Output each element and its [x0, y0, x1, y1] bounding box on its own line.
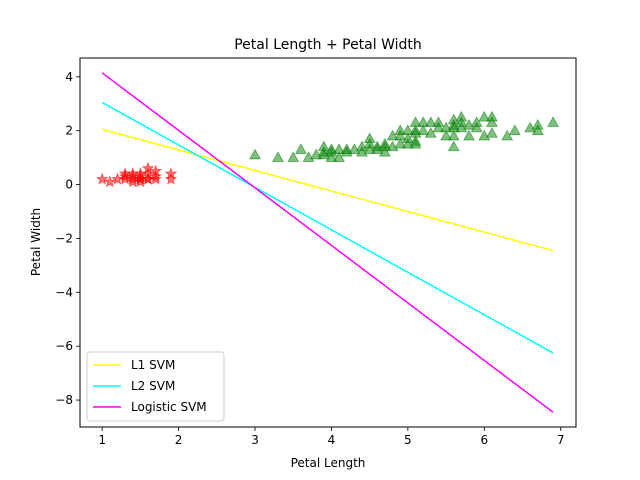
scatter-point-triangle: [432, 116, 445, 127]
scatter-point-triangle: [547, 116, 559, 127]
scatter-point-triangle: [417, 124, 430, 135]
scatter-point-triangle: [363, 132, 376, 144]
scatter-point-triangle: [287, 151, 300, 162]
scatter-point-triangle: [409, 137, 422, 149]
scatter-point-triangle: [294, 143, 307, 154]
scatter-point-star: [126, 167, 140, 180]
scatter-point-triangle: [325, 143, 338, 154]
scatter-point-triangle: [386, 129, 399, 141]
scatter-point-triangle: [455, 110, 468, 122]
scatter-point-star: [95, 172, 109, 185]
scatter-point-triangle: [394, 129, 407, 141]
legend-label: Logistic SVM: [131, 400, 207, 414]
scatter-point-triangle: [447, 140, 460, 152]
y-tick-label: −4: [55, 285, 73, 299]
scatter-point-triangle: [486, 127, 498, 138]
x-axis-label: Petal Length: [291, 456, 366, 470]
scatter-point-triangle: [340, 143, 353, 154]
scatter-point-triangle: [531, 124, 544, 135]
legend-label: L2 SVM: [131, 379, 175, 393]
series-line: [101, 72, 554, 413]
scatter-point-triangle: [379, 137, 391, 149]
y-axis-label: Petal Width: [29, 208, 43, 276]
chart-title: Petal Length + Petal Width: [234, 37, 422, 53]
scatter-point-triangle: [463, 129, 475, 141]
legend-box: [86, 351, 225, 422]
y-tick-label: 2: [65, 124, 73, 138]
scatter-point-triangle: [486, 110, 498, 122]
scatter-point-triangle: [401, 124, 414, 135]
scatter-point-triangle: [447, 129, 460, 141]
scatter-point-triangle: [409, 116, 422, 127]
scatter-point-triangle: [417, 116, 430, 127]
x-tick-label: 1: [98, 433, 106, 447]
y-tick-label: −2: [55, 231, 73, 245]
scatter-point-star: [103, 175, 117, 188]
scatter-point-triangle: [394, 137, 407, 149]
x-tick-label: 5: [404, 433, 412, 447]
scatter-point-triangle: [501, 129, 514, 141]
scatter-point-star: [164, 167, 178, 180]
legend-label: L1 SVM: [131, 358, 175, 372]
scatter-point-triangle: [394, 124, 407, 135]
x-tick-label: 3: [251, 433, 259, 447]
x-tick-label: 7: [557, 433, 565, 447]
x-tick-label: 4: [328, 433, 336, 447]
plot-area: [95, 72, 559, 413]
y-tick-label: −8: [55, 393, 73, 407]
series-line: [101, 128, 554, 252]
scatter-point-triangle: [409, 124, 422, 135]
scatter-point-triangle: [424, 127, 437, 138]
scatter-point-triangle: [325, 151, 338, 162]
x-tick-label: 2: [175, 433, 183, 447]
y-tick-label: 0: [65, 178, 73, 192]
y-tick-label: 4: [65, 70, 73, 84]
scatter-point-triangle: [531, 119, 544, 130]
series-line: [101, 101, 554, 354]
scatter-point-triangle: [440, 129, 452, 141]
scatter-point-triangle: [478, 110, 491, 122]
scatter-point-triangle: [486, 116, 498, 127]
scatter-point-triangle: [432, 121, 445, 133]
scatter-point-triangle: [508, 124, 521, 135]
scatter-point-triangle: [379, 145, 391, 157]
x-tick-label: 6: [480, 433, 488, 447]
scatter-point-triangle: [317, 140, 330, 152]
axes-frame: [79, 57, 577, 428]
scatter-point-triangle: [249, 148, 261, 160]
scatter-point-triangle: [272, 151, 284, 162]
scatter-point-triangle: [333, 151, 345, 162]
scatter-point-triangle: [470, 121, 483, 133]
scatter-point-triangle: [333, 143, 345, 154]
scatter-point-triangle: [470, 116, 483, 127]
y-tick-label: −6: [55, 339, 73, 353]
scatter-point-triangle: [424, 116, 437, 127]
scatter-point-star: [141, 172, 155, 185]
scatter-point-star: [164, 172, 178, 185]
plot-axes: 1 2 3 4 5 6 7 4 2 0 −2 −4 −6 −8 L1 SVM L2 SVM Logistic S…: [55, 57, 577, 447]
scatter-point-star: [141, 161, 155, 174]
